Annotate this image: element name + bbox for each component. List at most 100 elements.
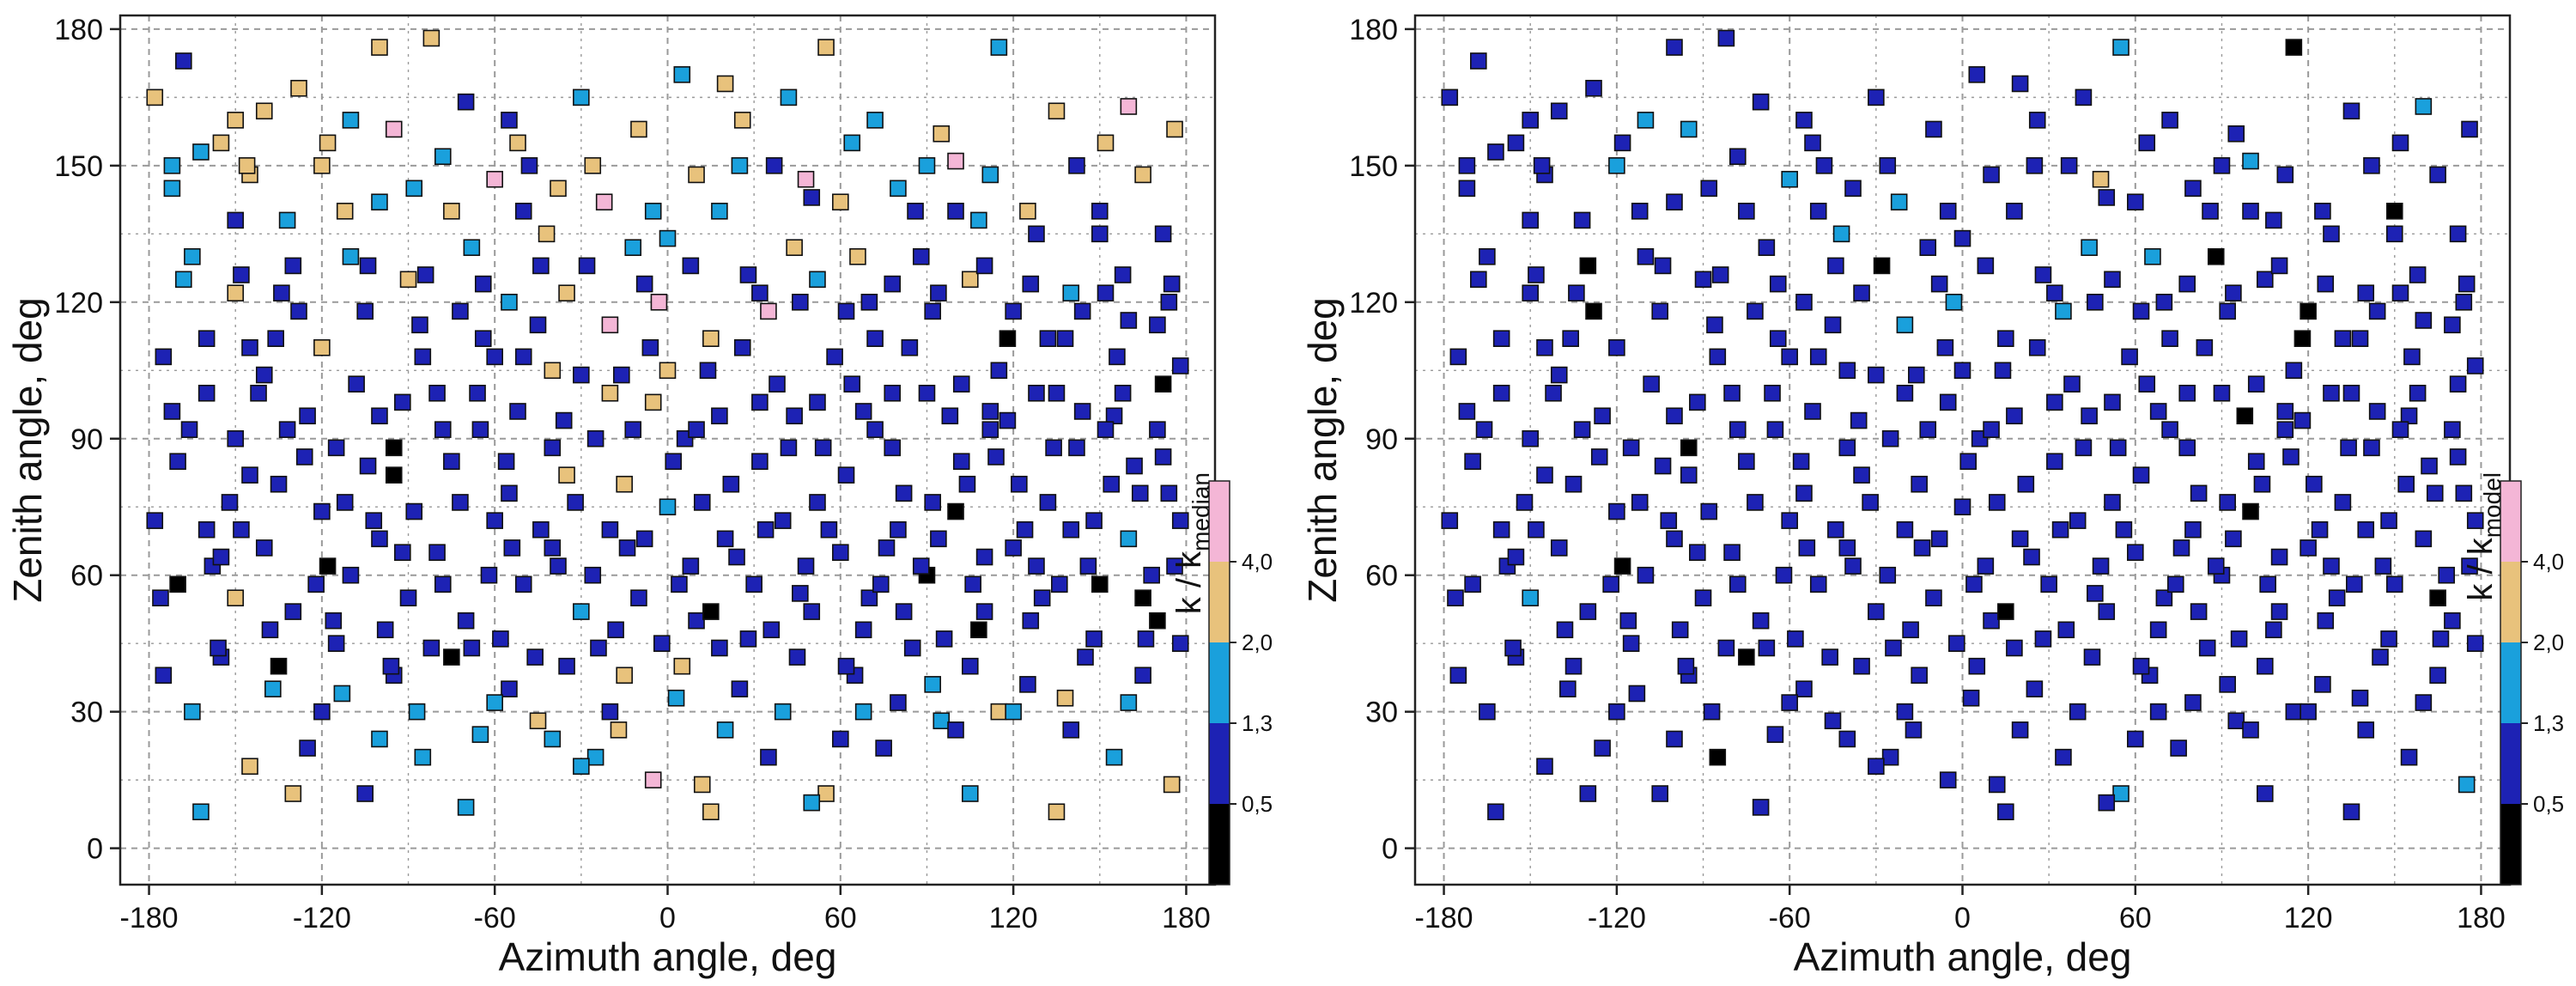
scatter-point [1097,421,1115,438]
scatter-point [990,39,1008,56]
scatter-point [918,384,936,402]
scatter-point [1033,589,1051,606]
scatter-point [1516,494,1534,511]
scatter-point [2306,475,2323,493]
scatter-point [550,557,567,575]
y-tick-label: 90 [1365,423,1398,456]
scatter-point [760,748,777,766]
scatter-point [1149,421,1166,438]
scatter-point [1844,557,1862,575]
colorbar-title-main: k / k [2462,537,2500,600]
scatter-point [227,589,245,606]
scatter-point [284,603,302,620]
scatter-point [1068,157,1085,174]
scatter-point [509,403,526,420]
scatter-point [875,740,892,757]
colorbar-tick-label: 0,5 [2533,791,2564,817]
scatter-point [2458,776,2476,794]
scatter-point [1091,225,1109,243]
y-tick-label: 180 [54,14,103,46]
scatter-point [2415,312,2433,329]
scatter-point [359,457,377,475]
scatter-point [2166,575,2184,593]
scatter-point [233,520,250,539]
scatter-point [711,639,728,657]
scatter-point [644,203,662,220]
scatter-point [1079,557,1097,575]
scatter-point [673,66,691,83]
scatter-point [313,157,331,174]
scatter-point [2011,721,2029,739]
x-tick-label: -180 [1415,902,1473,934]
scatter-point [2282,448,2300,466]
scatter-point [962,785,979,802]
scatter-point [578,257,596,275]
scatter-point [641,338,659,356]
scatter-point [2196,338,2214,356]
scatter-point [1573,211,1591,229]
scatter-point [2247,375,2265,393]
scatter-point [1114,266,1132,283]
scatter-point [933,125,951,143]
scatter-point [918,157,936,174]
scatter-point [682,257,700,275]
scatter-point [1804,403,1821,420]
scatter-point [1149,316,1166,334]
scatter-point [1781,348,1798,366]
scatter-point [688,421,705,438]
scatter-point [1602,575,1619,593]
scatter-point [1723,384,1741,402]
scatter-point [970,211,987,229]
scatter-point [2081,239,2098,257]
scatter-point [890,694,907,711]
scatter-point [1160,484,1178,502]
scatter-point [2323,225,2340,243]
scatter-point [1062,284,1080,302]
scatter-point [981,166,999,184]
scatter-point [947,203,964,220]
scatter-point [210,639,227,657]
scatter-point [751,284,769,302]
scatter-point [1449,348,1467,366]
scatter-point [1154,448,1172,466]
scatter-point [2380,512,2397,529]
y-tick-label: 0 [1382,833,1398,866]
scatter-point [854,621,872,639]
scatter-point [774,703,792,721]
colorbar-segment [1209,481,1230,562]
scatter-point [1879,157,1897,174]
scatter-point [163,403,181,420]
scatter-point [1881,748,1899,766]
scatter-point [2247,453,2265,471]
scatter-point [860,294,878,311]
scatter-point [399,589,417,606]
scatter-point [702,803,720,821]
scatter-point [529,712,547,730]
scatter-point [1787,630,1804,648]
scatter-point [567,494,584,511]
scatter-point [1809,575,1827,593]
scatter-point [878,539,896,557]
scatter-point [501,680,518,697]
scatter-point [1809,203,1827,220]
scatter-point [1028,384,1045,402]
scatter-point [1868,758,1885,776]
scatter-point [1983,612,2000,630]
scatter-point [327,635,345,652]
scatter-point [342,248,360,265]
scatter-point [586,429,605,447]
scatter-point [1953,229,1971,247]
scatter-point [1911,666,1928,685]
scatter-point [2270,257,2288,275]
scatter-point [1022,612,1040,630]
scatter-point [2449,448,2467,466]
scatter-point [2198,639,2216,657]
scatter-point [1163,776,1181,794]
scatter-point [2351,689,2369,707]
scatter-point [2342,102,2360,120]
scatter-point [1868,88,1885,107]
scatter-point [644,393,662,411]
scatter-point [1019,676,1036,693]
scatter-point [653,635,671,652]
scatter-point [2397,475,2415,493]
